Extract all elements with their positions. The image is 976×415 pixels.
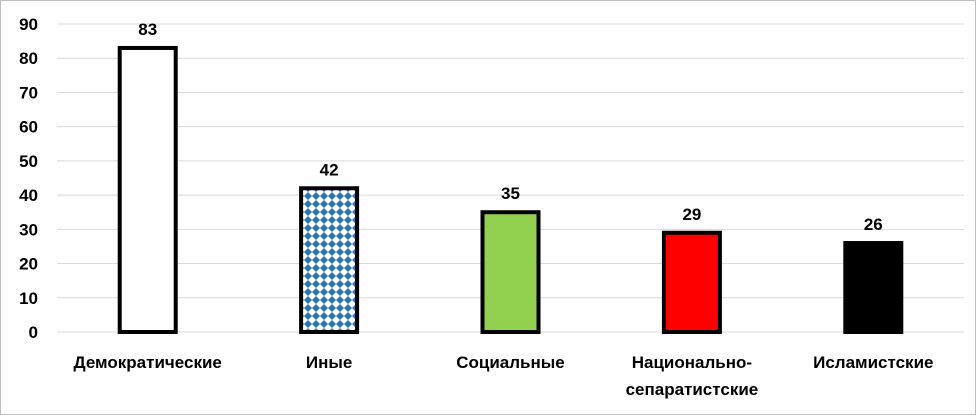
bar [661, 230, 722, 334]
data-label: 42 [320, 160, 339, 179]
bar [480, 210, 541, 335]
category-label: Социальные [456, 353, 565, 372]
y-tick-label: 20 [19, 255, 38, 274]
bar [117, 45, 178, 334]
y-tick-label: 90 [19, 15, 38, 34]
y-tick-label: 60 [19, 118, 38, 137]
y-tick-label: 40 [19, 186, 38, 205]
data-label: 29 [682, 205, 701, 224]
data-label: 26 [864, 215, 883, 234]
category-label: Национально- [632, 353, 752, 372]
y-tick-label: 0 [29, 323, 38, 342]
category-label: Исламистские [813, 353, 933, 372]
y-tick-label: 30 [19, 220, 38, 239]
bar [299, 186, 360, 334]
gridlines [57, 23, 964, 333]
y-tick-label: 70 [19, 83, 38, 102]
bar [843, 241, 904, 334]
bars [117, 45, 904, 335]
category-label: Демократические [74, 353, 222, 372]
category-labels: Демократические Иные Социальные Национально… [74, 353, 934, 399]
data-labels: 83 42 35 29 26 [138, 20, 883, 234]
data-label: 35 [501, 184, 520, 203]
y-tick-label: 10 [19, 289, 38, 308]
data-label: 83 [138, 20, 157, 39]
category-label: сепаратистские [626, 380, 759, 399]
y-axis-ticks: 0 10 20 30 40 50 60 70 80 90 [19, 15, 38, 342]
category-label: Иные [306, 353, 352, 372]
y-tick-label: 80 [19, 49, 38, 68]
y-tick-label: 50 [19, 152, 38, 171]
